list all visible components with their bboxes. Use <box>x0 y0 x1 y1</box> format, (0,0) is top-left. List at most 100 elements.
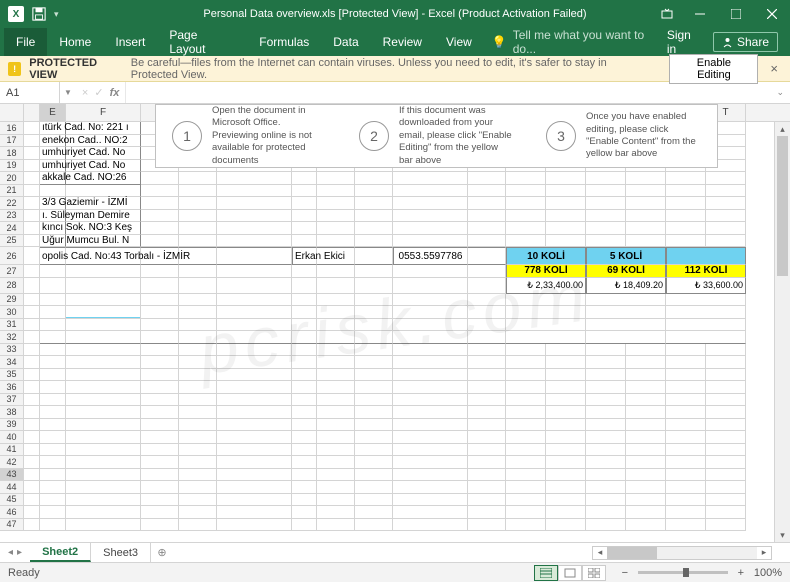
cell-N37[interactable] <box>468 394 506 407</box>
cell-I34[interactable] <box>217 356 292 369</box>
cell-M46[interactable] <box>393 506 468 519</box>
cell-R21[interactable] <box>626 185 666 198</box>
cell-O43[interactable] <box>506 469 546 482</box>
cell-P36[interactable] <box>546 381 586 394</box>
cell-25[interactable] <box>24 235 40 248</box>
row-header-25[interactable]: 25 <box>0 235 24 248</box>
cell-K44[interactable] <box>317 481 355 494</box>
cell-S23[interactable] <box>666 210 706 223</box>
cell-H31[interactable] <box>179 319 217 332</box>
cell-L29[interactable] <box>355 294 393 307</box>
cell-E16[interactable]: ıtürk Cad. No: 221 ı <box>40 122 66 135</box>
cell-F46[interactable] <box>66 506 141 519</box>
cell-P25[interactable] <box>546 235 586 248</box>
cell-P44[interactable] <box>546 481 586 494</box>
cell-G41[interactable] <box>141 444 179 457</box>
cell-26[interactable] <box>24 247 40 265</box>
view-page-layout-button[interactable] <box>558 565 582 581</box>
cell-P35[interactable] <box>546 369 586 382</box>
cell-S42[interactable] <box>666 456 706 469</box>
cell-K30[interactable] <box>317 306 355 319</box>
cell-H38[interactable] <box>179 406 217 419</box>
cell-S28[interactable]: ₺ 33,600.00 <box>666 278 746 294</box>
cell-F31[interactable] <box>66 319 141 332</box>
tab-insert[interactable]: Insert <box>103 28 157 56</box>
cell-K47[interactable] <box>317 519 355 532</box>
cell-P20[interactable] <box>546 172 586 185</box>
cell-L20[interactable] <box>355 172 393 185</box>
cell-R34[interactable] <box>626 356 666 369</box>
cell-E24[interactable]: kıncı Sok. NO:3 Keş <box>40 222 66 235</box>
cell-O35[interactable] <box>506 369 546 382</box>
cell-K21[interactable] <box>317 185 355 198</box>
cell-N47[interactable] <box>468 519 506 532</box>
cell-F27[interactable] <box>66 265 141 278</box>
cell-L46[interactable] <box>355 506 393 519</box>
cell-J46[interactable] <box>292 506 317 519</box>
cell-T40[interactable] <box>706 431 746 444</box>
cell-P40[interactable] <box>546 431 586 444</box>
cell-T21[interactable] <box>706 185 746 198</box>
row-header-30[interactable]: 30 <box>0 306 24 319</box>
row-header-34[interactable]: 34 <box>0 356 24 369</box>
cell-O38[interactable] <box>506 406 546 419</box>
cell-30[interactable] <box>24 306 40 319</box>
cell-O33[interactable] <box>506 344 546 357</box>
cell-T45[interactable] <box>706 494 746 507</box>
cell-I23[interactable] <box>217 210 292 223</box>
qat-chevron-icon[interactable]: ▾ <box>54 9 59 20</box>
cell-T43[interactable] <box>706 469 746 482</box>
cell-N20[interactable] <box>468 172 506 185</box>
cell-S44[interactable] <box>666 481 706 494</box>
cell-J27[interactable] <box>292 265 317 278</box>
new-sheet-button[interactable]: ⊕ <box>151 546 173 559</box>
cell-M37[interactable] <box>393 394 468 407</box>
cell-S47[interactable] <box>666 519 706 532</box>
cell-E28[interactable] <box>40 278 66 294</box>
row-header-27[interactable]: 27 <box>0 265 24 278</box>
cell-E18[interactable]: umhuriyet Cad. No <box>40 147 66 160</box>
cell-R23[interactable] <box>626 210 666 223</box>
cell-R46[interactable] <box>626 506 666 519</box>
cell-31[interactable] <box>24 319 40 332</box>
cell-E17[interactable]: enekon Cad.. NO:2 <box>40 135 66 148</box>
cell-P46[interactable] <box>546 506 586 519</box>
cell-S25[interactable] <box>666 235 706 248</box>
cell-M27[interactable] <box>393 265 468 278</box>
cell-E45[interactable] <box>40 494 66 507</box>
cell-L23[interactable] <box>355 210 393 223</box>
cell-G27[interactable] <box>141 265 179 278</box>
cell-23[interactable] <box>24 210 40 223</box>
cell-I36[interactable] <box>217 381 292 394</box>
cell-Q35[interactable] <box>586 369 626 382</box>
cell-M20[interactable] <box>393 172 468 185</box>
cell-N38[interactable] <box>468 406 506 419</box>
cell-E31[interactable] <box>40 319 66 332</box>
cell-J23[interactable] <box>292 210 317 223</box>
cell-O22[interactable] <box>506 197 546 210</box>
cell-32[interactable] <box>24 331 40 344</box>
cell-K23[interactable] <box>317 210 355 223</box>
cell-F40[interactable] <box>66 431 141 444</box>
cell-H39[interactable] <box>179 419 217 432</box>
cell-E34[interactable] <box>40 356 66 369</box>
column-header-blank[interactable] <box>24 104 40 121</box>
cell-45[interactable] <box>24 494 40 507</box>
cell-G45[interactable] <box>141 494 179 507</box>
cell-E47[interactable] <box>40 519 66 532</box>
cell-I21[interactable] <box>217 185 292 198</box>
cell-J35[interactable] <box>292 369 317 382</box>
cell-Q31[interactable] <box>586 319 666 332</box>
cell-N39[interactable] <box>468 419 506 432</box>
row-header-40[interactable]: 40 <box>0 431 24 444</box>
cell-N32[interactable] <box>468 331 506 344</box>
cell-K39[interactable] <box>317 419 355 432</box>
cell-T22[interactable] <box>706 197 746 210</box>
cell-37[interactable] <box>24 394 40 407</box>
cell-E25[interactable]: Uğur Mumcu Bul. N <box>40 235 66 248</box>
cell-O45[interactable] <box>506 494 546 507</box>
cell-S34[interactable] <box>666 356 706 369</box>
cell-R40[interactable] <box>626 431 666 444</box>
cell-T39[interactable] <box>706 419 746 432</box>
cell-I20[interactable] <box>217 172 292 185</box>
